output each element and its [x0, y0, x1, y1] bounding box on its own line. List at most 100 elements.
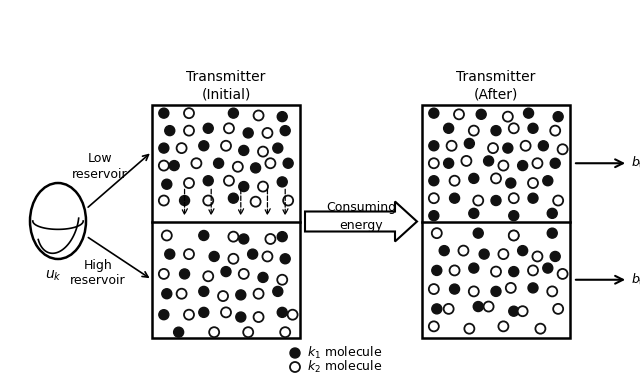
Circle shape — [499, 321, 508, 331]
Circle shape — [547, 208, 557, 218]
Circle shape — [228, 108, 239, 118]
Circle shape — [209, 327, 219, 337]
Circle shape — [532, 158, 543, 168]
Circle shape — [449, 193, 460, 203]
Circle shape — [506, 283, 516, 293]
Circle shape — [199, 231, 209, 241]
Circle shape — [491, 286, 501, 296]
Circle shape — [509, 306, 519, 316]
Circle shape — [509, 231, 519, 241]
Circle shape — [444, 304, 454, 314]
Circle shape — [557, 269, 568, 279]
Circle shape — [429, 284, 439, 294]
Circle shape — [253, 312, 264, 322]
Circle shape — [447, 141, 456, 151]
Circle shape — [236, 290, 246, 300]
Circle shape — [224, 176, 234, 186]
Circle shape — [509, 267, 519, 277]
Circle shape — [553, 112, 563, 122]
Circle shape — [253, 110, 264, 121]
Circle shape — [283, 196, 293, 206]
Circle shape — [159, 196, 169, 206]
Circle shape — [429, 141, 439, 151]
Circle shape — [429, 108, 439, 118]
Circle shape — [439, 246, 449, 255]
Circle shape — [528, 283, 538, 293]
Circle shape — [236, 312, 246, 322]
Circle shape — [221, 308, 231, 318]
Circle shape — [543, 263, 553, 273]
Circle shape — [221, 267, 231, 277]
Circle shape — [553, 304, 563, 314]
Circle shape — [184, 310, 194, 320]
Circle shape — [429, 193, 439, 203]
Circle shape — [509, 123, 519, 133]
Circle shape — [164, 126, 175, 136]
Circle shape — [429, 176, 439, 186]
Circle shape — [290, 348, 300, 358]
Circle shape — [465, 324, 474, 334]
Circle shape — [444, 123, 454, 133]
Circle shape — [184, 108, 194, 118]
Circle shape — [204, 123, 213, 133]
Circle shape — [449, 265, 460, 275]
Circle shape — [557, 144, 568, 154]
Text: Transmitter
(After): Transmitter (After) — [456, 70, 536, 101]
Circle shape — [273, 286, 283, 296]
Circle shape — [509, 193, 519, 203]
Circle shape — [468, 126, 479, 136]
Circle shape — [503, 112, 513, 122]
Text: Consuming
energy: Consuming energy — [326, 201, 396, 231]
Circle shape — [449, 176, 460, 186]
Circle shape — [164, 249, 175, 259]
Circle shape — [520, 141, 531, 151]
Text: $u_k$: $u_k$ — [45, 269, 61, 283]
Circle shape — [509, 231, 519, 241]
Circle shape — [528, 123, 538, 133]
Circle shape — [280, 327, 290, 337]
Circle shape — [444, 158, 454, 168]
Circle shape — [547, 228, 557, 238]
Circle shape — [518, 246, 527, 255]
Circle shape — [277, 275, 287, 285]
Circle shape — [177, 143, 187, 153]
Circle shape — [479, 249, 489, 259]
Circle shape — [468, 263, 479, 273]
Circle shape — [262, 128, 273, 138]
Circle shape — [550, 126, 560, 136]
Circle shape — [258, 147, 268, 157]
Circle shape — [518, 160, 527, 170]
Circle shape — [280, 254, 290, 264]
Circle shape — [458, 246, 468, 255]
Circle shape — [432, 228, 442, 238]
Circle shape — [199, 141, 209, 151]
Circle shape — [204, 271, 213, 281]
Circle shape — [184, 178, 194, 188]
Text: $k_1$ molecule: $k_1$ molecule — [307, 345, 383, 361]
Polygon shape — [305, 201, 417, 242]
Circle shape — [209, 252, 219, 262]
Circle shape — [461, 156, 472, 166]
Circle shape — [488, 143, 498, 153]
Circle shape — [532, 252, 543, 262]
Circle shape — [233, 162, 243, 172]
Circle shape — [180, 269, 189, 279]
Circle shape — [538, 141, 548, 151]
Circle shape — [228, 232, 239, 242]
Circle shape — [468, 208, 479, 218]
Circle shape — [536, 324, 545, 334]
Circle shape — [432, 304, 442, 314]
Circle shape — [258, 182, 268, 192]
Circle shape — [528, 178, 538, 188]
Circle shape — [280, 126, 290, 136]
Bar — [152, 105, 300, 338]
Circle shape — [432, 265, 442, 275]
Circle shape — [199, 286, 209, 296]
Circle shape — [277, 308, 287, 318]
Circle shape — [218, 291, 228, 301]
Circle shape — [465, 138, 474, 149]
Circle shape — [454, 109, 464, 119]
Circle shape — [550, 158, 560, 168]
Text: $b_{\mathrm{tx}} = 1$: $b_{\mathrm{tx}} = 1$ — [631, 272, 640, 288]
Circle shape — [159, 310, 169, 320]
